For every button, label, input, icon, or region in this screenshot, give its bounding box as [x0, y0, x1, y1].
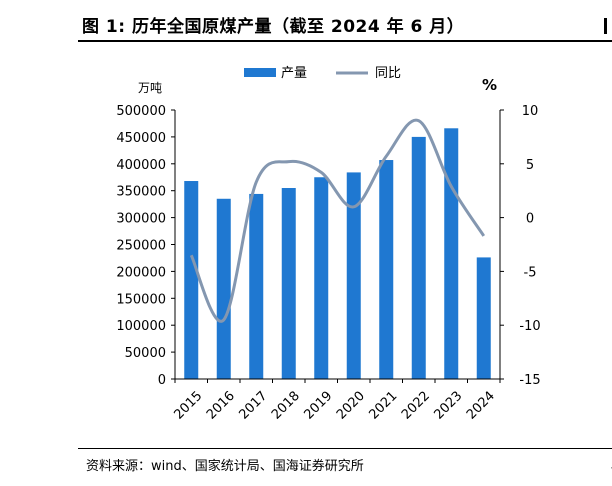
left-tick-label: 450000: [116, 131, 166, 146]
axes: 0 50000 100000 150000 200000 250000 300000 3500…: [116, 104, 540, 423]
right-tick-label: 0: [526, 212, 534, 227]
right-tick-label: 10: [522, 104, 539, 119]
left-tick-label: 250000: [116, 239, 166, 254]
adjacent-panel-text: ﹣: [607, 456, 612, 475]
x-tick-label: 2020: [334, 389, 368, 423]
line-series: [189, 118, 486, 323]
x-tick-label: 2022: [399, 389, 433, 423]
bar-2020: [346, 172, 361, 379]
bar-2022: [411, 136, 426, 379]
bar-2018: [281, 188, 296, 379]
left-tick-label: 350000: [116, 185, 166, 200]
adjacent-panel-edge: [604, 18, 607, 34]
legend: 产量 同比: [244, 66, 401, 81]
bar-2023: [444, 128, 459, 379]
x-tick-label: 2021: [366, 389, 400, 423]
right-tick-label: -5: [524, 265, 537, 280]
left-axis-unit: 万吨: [138, 81, 162, 95]
left-tick-label: 300000: [116, 212, 166, 227]
x-tick-label: 2023: [431, 389, 465, 423]
left-tick-label: 400000: [116, 158, 166, 173]
x-tick-label: 2017: [236, 389, 270, 423]
bar-2024: [476, 257, 491, 379]
left-tick-label: 100000: [116, 319, 166, 334]
x-tick-label: 2018: [269, 389, 303, 423]
x-tick-label: 2024: [464, 389, 498, 423]
right-tick-label: -10: [519, 319, 540, 334]
bar-2016: [216, 198, 231, 379]
right-tick-label: -15: [519, 373, 540, 388]
bar-series: [184, 128, 491, 379]
yoy-line: [189, 118, 486, 323]
bar-2017: [249, 193, 264, 379]
left-tick-label: 500000: [116, 104, 166, 119]
right-tick-label: 5: [526, 158, 534, 173]
left-tick-label: 50000: [125, 346, 166, 361]
footer-divider: [78, 448, 612, 449]
left-tick-label: 150000: [116, 292, 166, 307]
bar-2015: [184, 181, 199, 379]
x-tick-label: 2019: [301, 389, 335, 423]
left-tick-label: 0: [158, 373, 166, 388]
chart-title: 图 1: 历年全国原煤产量（截至 2024 年 6 月）: [82, 17, 465, 37]
right-axis-unit: %: [482, 76, 497, 94]
source-note: 资料来源：wind、国家统计局、国海证券研究所: [86, 459, 364, 474]
legend-swatch-bar: [244, 68, 276, 77]
legend-label-bar: 产量: [281, 66, 307, 81]
bar-2019: [314, 177, 329, 379]
title-divider: [78, 40, 612, 42]
bar-2021: [379, 160, 394, 379]
x-tick-label: 2016: [204, 389, 238, 423]
x-tick-label: 2015: [171, 389, 205, 423]
left-tick-label: 200000: [116, 265, 166, 280]
legend-label-line: 同比: [375, 66, 401, 81]
